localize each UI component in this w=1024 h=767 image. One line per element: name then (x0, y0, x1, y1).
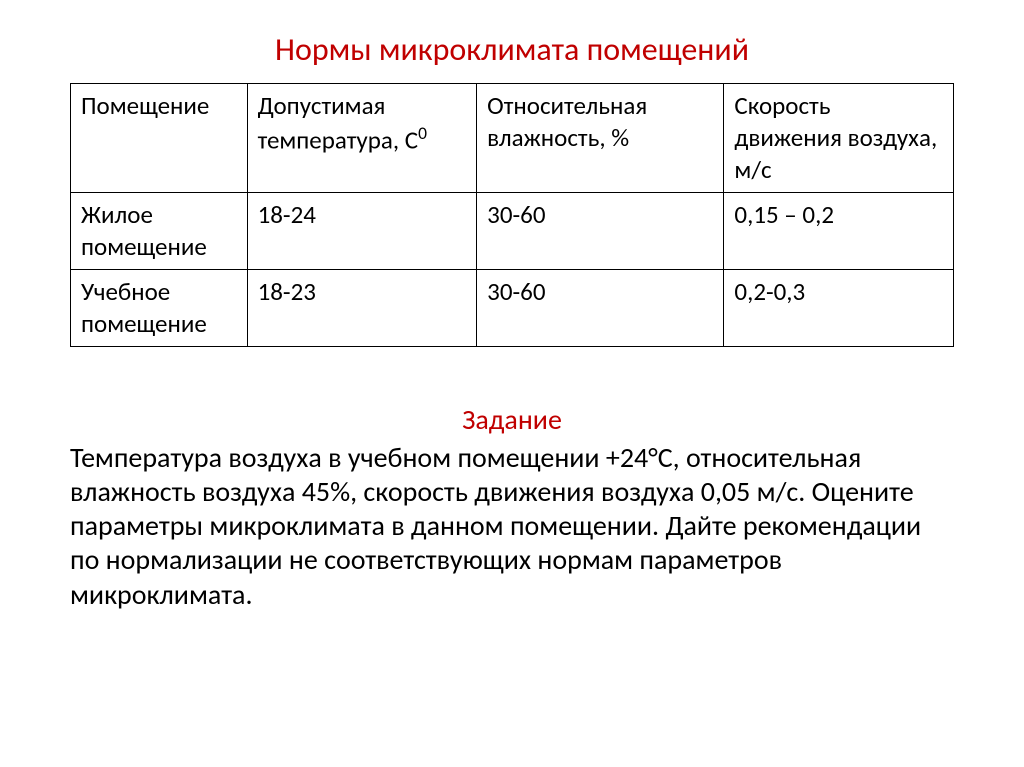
cell-airspeed: 0,15 – 0,2 (724, 193, 954, 270)
task-body: Температура воздуха в учебном помещении … (70, 441, 954, 612)
header-humidity: Относительная влажность, % (477, 84, 724, 193)
table-row: Учебное помещение 18-23 30-60 0,2-0,3 (71, 270, 954, 347)
microclimate-table: Помещение Допустимая температура, С0 Отн… (70, 83, 954, 347)
page-title: Нормы микроклимата помещений (70, 30, 954, 69)
header-temperature-sup: 0 (418, 122, 427, 144)
header-temperature-text: Допустимая температура, С (258, 90, 418, 155)
header-room: Помещение (71, 84, 248, 193)
cell-airspeed: 0,2-0,3 (724, 270, 954, 347)
task-heading: Задание (70, 402, 954, 437)
cell-temperature: 18-23 (247, 270, 477, 347)
cell-humidity: 30-60 (477, 193, 724, 270)
cell-humidity: 30-60 (477, 270, 724, 347)
table-header-row: Помещение Допустимая температура, С0 Отн… (71, 84, 954, 193)
header-airspeed: Скорость движения воздуха, м/с (724, 84, 954, 193)
cell-room: Жилое помещение (71, 193, 248, 270)
table-row: Жилое помещение 18-24 30-60 0,15 – 0,2 (71, 193, 954, 270)
cell-room: Учебное помещение (71, 270, 248, 347)
header-temperature: Допустимая температура, С0 (247, 84, 477, 193)
cell-temperature: 18-24 (247, 193, 477, 270)
